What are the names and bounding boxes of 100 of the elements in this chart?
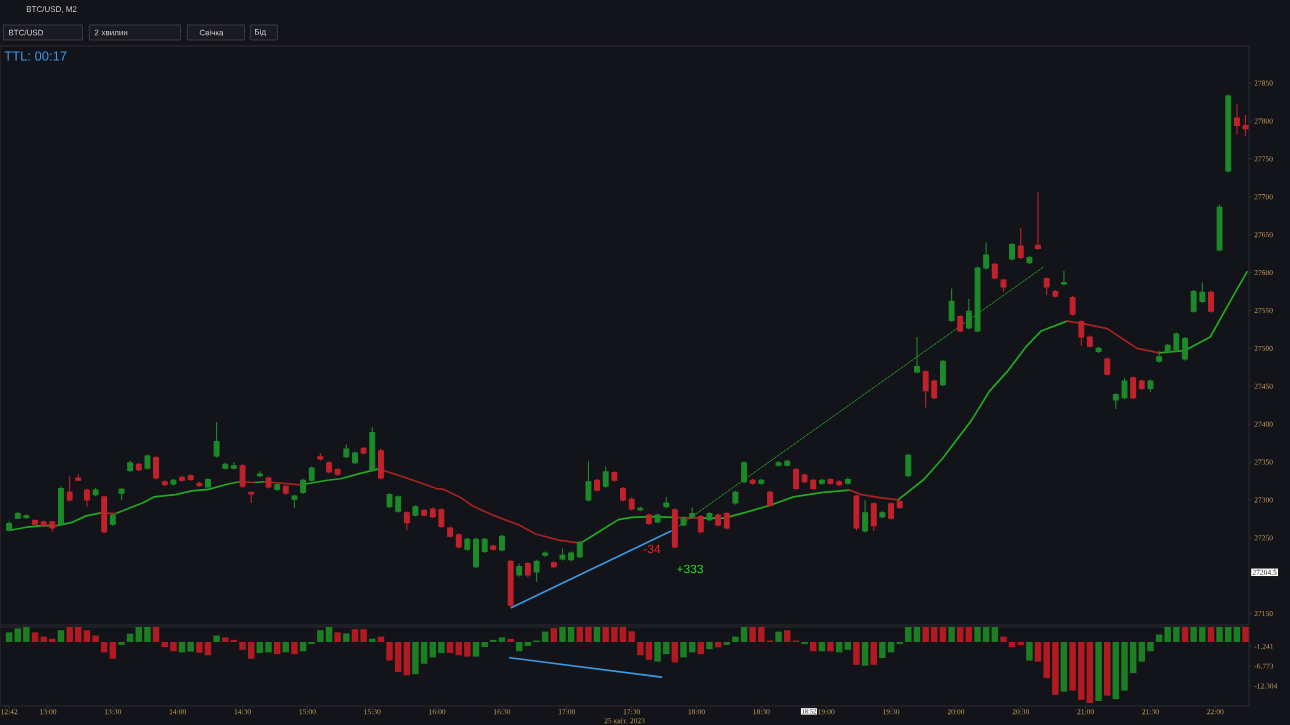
bar (550, 628, 558, 642)
bar (1147, 642, 1154, 652)
bar (152, 626, 160, 642)
bar (671, 642, 679, 663)
bar (412, 642, 419, 675)
candlestick (92, 487, 99, 497)
bar (299, 642, 307, 652)
bar (386, 642, 393, 661)
candlestick (352, 450, 358, 465)
bar (524, 642, 532, 646)
candlestick (196, 481, 203, 488)
bar (697, 642, 705, 655)
candlestick (282, 484, 289, 496)
candlestick (576, 540, 583, 559)
bar (196, 642, 203, 653)
bar (1121, 642, 1128, 691)
bar (394, 642, 402, 673)
candlestick (109, 513, 116, 527)
candlestick (213, 421, 220, 459)
bar (567, 626, 575, 642)
bar (541, 631, 549, 642)
bar (222, 637, 229, 642)
candlestick (1234, 103, 1240, 136)
bar (809, 642, 817, 652)
candlestick (645, 513, 652, 526)
candlestick (265, 475, 272, 490)
bar (1104, 642, 1111, 696)
candlestick (490, 544, 497, 552)
candlestick (1173, 331, 1180, 352)
candlestick (1069, 295, 1076, 317)
candlestick (421, 508, 428, 518)
candlestick (1043, 276, 1050, 296)
bar (628, 631, 635, 642)
candlestick (550, 560, 557, 569)
candlestick (844, 476, 851, 486)
bar (1138, 642, 1146, 662)
bar (334, 632, 341, 642)
text: 2 хвилин (94, 29, 128, 36)
candlestick (948, 287, 955, 323)
candlestick (369, 426, 376, 473)
candlestick (83, 488, 90, 508)
candlestick (326, 460, 333, 474)
candlestick (680, 516, 687, 528)
candlestick (1225, 93, 1232, 174)
bar (1225, 626, 1232, 642)
bar (1034, 642, 1042, 662)
candlestick (836, 479, 843, 487)
candlestick (1095, 346, 1102, 354)
bar (1069, 642, 1076, 691)
candlestick (179, 475, 185, 483)
bar (14, 628, 22, 642)
candlestick (965, 298, 972, 330)
bar (239, 642, 246, 650)
bar (1242, 626, 1249, 642)
bar (144, 626, 151, 642)
bar (602, 626, 609, 642)
candlestick (801, 472, 808, 484)
bar (982, 626, 990, 642)
candlestick (317, 452, 324, 462)
bar (325, 626, 333, 642)
candlestick (360, 446, 367, 456)
candlestick (749, 478, 756, 486)
candlestick (101, 494, 108, 534)
bar (118, 642, 125, 645)
candlestick (1216, 203, 1223, 252)
bar (126, 633, 134, 642)
bar (464, 642, 471, 657)
candlestick (706, 511, 713, 522)
bar (92, 635, 99, 642)
bar (680, 642, 687, 658)
chart-title: BTC/USD, M2 (26, 6, 77, 13)
bar (611, 626, 618, 642)
candlestick (14, 511, 21, 520)
candlestick (1199, 281, 1206, 304)
bar (619, 626, 627, 642)
candlestick (533, 559, 540, 583)
bar (654, 642, 661, 662)
candlestick (300, 478, 307, 495)
bar (1216, 626, 1223, 642)
annotation: -34 (643, 544, 661, 554)
bar (351, 629, 359, 642)
candlestick (343, 444, 350, 459)
bar (974, 626, 981, 642)
candlestick (1104, 356, 1111, 377)
bar (5, 632, 13, 642)
candlestick (1026, 255, 1033, 265)
candlestick (1190, 289, 1197, 314)
bar (593, 626, 601, 642)
bar (1026, 642, 1033, 661)
candlestick (135, 462, 142, 472)
candlestick (1017, 227, 1024, 260)
candlestick (170, 478, 177, 487)
bar (481, 642, 488, 647)
text: Бід (255, 28, 266, 37)
candlestick (308, 466, 315, 483)
candlestick (144, 453, 151, 471)
bar (930, 626, 938, 642)
bar (31, 632, 39, 642)
bar (1052, 642, 1059, 695)
candlestick (689, 506, 696, 519)
